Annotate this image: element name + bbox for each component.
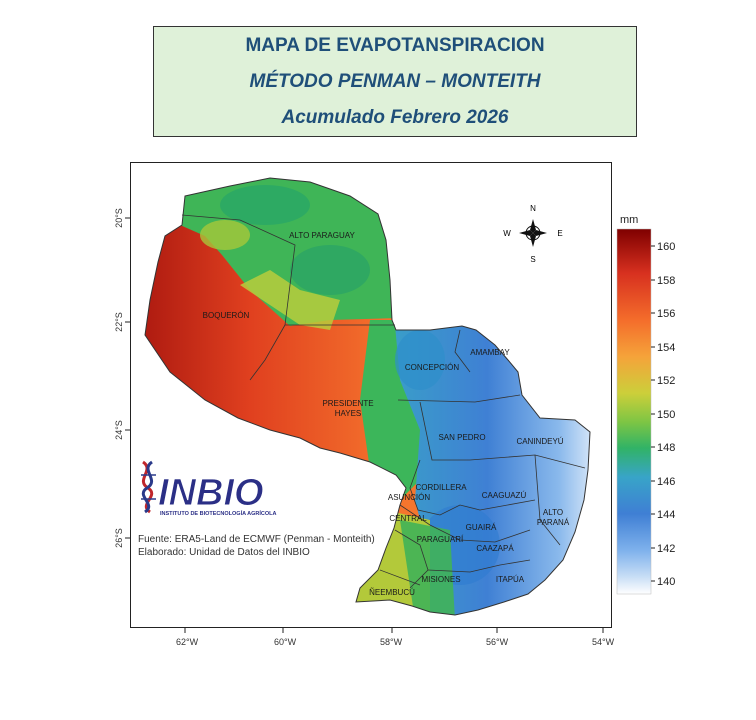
label-amambay: AMAMBAY <box>470 348 510 357</box>
cb-tick-148: 148 <box>657 442 675 454</box>
x-tick-58w: 58°W <box>380 637 403 647</box>
x-tick-62w: 62°W <box>176 637 199 647</box>
map-title: MAPA DE EVAPOTANSPIRACION <box>245 35 545 56</box>
label-presidente: PRESIDENTE <box>322 399 373 408</box>
label-hayes: HAYES <box>335 409 362 418</box>
period-subtitle: Acumulado Febrero 2026 <box>281 107 509 128</box>
cb-tick-150: 150 <box>657 409 675 421</box>
compass-west: W <box>503 229 511 238</box>
label-neembucu: ÑEEMBUCÚ <box>369 588 415 597</box>
source-line: Fuente: ERA5-Land de ECMWF (Penman - Mon… <box>138 534 375 545</box>
colorbar: mm 160 158 156 154 152 150 148 146 144 1… <box>616 214 675 595</box>
x-tick-60w: 60°W <box>274 637 297 647</box>
cb-tick-156: 156 <box>657 308 675 320</box>
title-box: MAPA DE EVAPOTANSPIRACION MÉTODO PENMAN … <box>153 26 637 137</box>
compass-south: S <box>530 255 535 264</box>
label-central: CENTRAL <box>389 514 427 523</box>
label-caaguazu: CAAGUAZÚ <box>482 491 527 500</box>
label-boqueron: BOQUERÓN <box>203 311 250 320</box>
x-tick-54w: 54°W <box>592 637 615 647</box>
label-concepcion: CONCEPCIÓN <box>405 363 459 372</box>
prepared-by-line: Elaborado: Unidad de Datos del INBIO <box>138 547 310 558</box>
method-subtitle: MÉTODO PENMAN – MONTEITH <box>249 71 541 92</box>
axis-ticks <box>125 217 604 633</box>
compass-rose-icon: N S E W <box>503 204 562 264</box>
cb-tick-154: 154 <box>657 342 675 354</box>
department-labels: ALTO PARAGUAY BOQUERÓN PRESIDENTE HAYES … <box>203 231 570 597</box>
label-misiones: MISIONES <box>421 575 460 584</box>
label-san-pedro: SAN PEDRO <box>438 433 485 442</box>
y-tick-20s: 20°S <box>114 208 124 228</box>
label-paraguari: PARAGUARÍ <box>417 535 464 544</box>
cb-tick-160: 160 <box>657 241 675 253</box>
y-tick-22s: 22°S <box>114 312 124 332</box>
label-alto-paraguay: ALTO PARAGUAY <box>289 231 355 240</box>
cb-tick-158: 158 <box>657 275 675 287</box>
y-tick-26s: 26°S <box>114 528 124 548</box>
inbio-logo: INBIO INSTITUTO DE BIOTECNOLOGÍA AGRÍCOL… <box>141 460 277 517</box>
cb-tick-140: 140 <box>657 576 675 588</box>
cb-tick-142: 142 <box>657 543 675 555</box>
label-cordillera: CORDILLERA <box>415 483 467 492</box>
country-border <box>144 177 591 616</box>
svg-text:INBIO: INBIO <box>158 472 264 514</box>
cb-tick-146: 146 <box>657 476 675 488</box>
x-tick-56w: 56°W <box>486 637 509 647</box>
label-parana: PARANÁ <box>537 518 570 527</box>
cb-tick-144: 144 <box>657 509 675 521</box>
label-itapua: ITAPÚA <box>496 575 525 584</box>
label-alto: ALTO <box>543 508 563 517</box>
svg-text:INSTITUTO DE BIOTECNOLOGÍA AGR: INSTITUTO DE BIOTECNOLOGÍA AGRÍCOLA <box>160 509 277 517</box>
label-asuncion: ASUNCIÓN <box>388 493 430 502</box>
label-guaira: GUAIRÁ <box>466 523 497 532</box>
colorbar-unit: mm <box>620 214 638 226</box>
department-borders <box>181 214 586 589</box>
cb-tick-152: 152 <box>657 375 675 387</box>
colorbar-ticks <box>651 245 655 582</box>
compass-north: N <box>530 204 536 213</box>
y-tick-24s: 24°S <box>114 420 124 440</box>
compass-east: E <box>557 229 562 238</box>
label-caazapa: CAAZAPÁ <box>476 544 514 553</box>
label-canindeyu: CANINDEYÚ <box>516 437 563 446</box>
